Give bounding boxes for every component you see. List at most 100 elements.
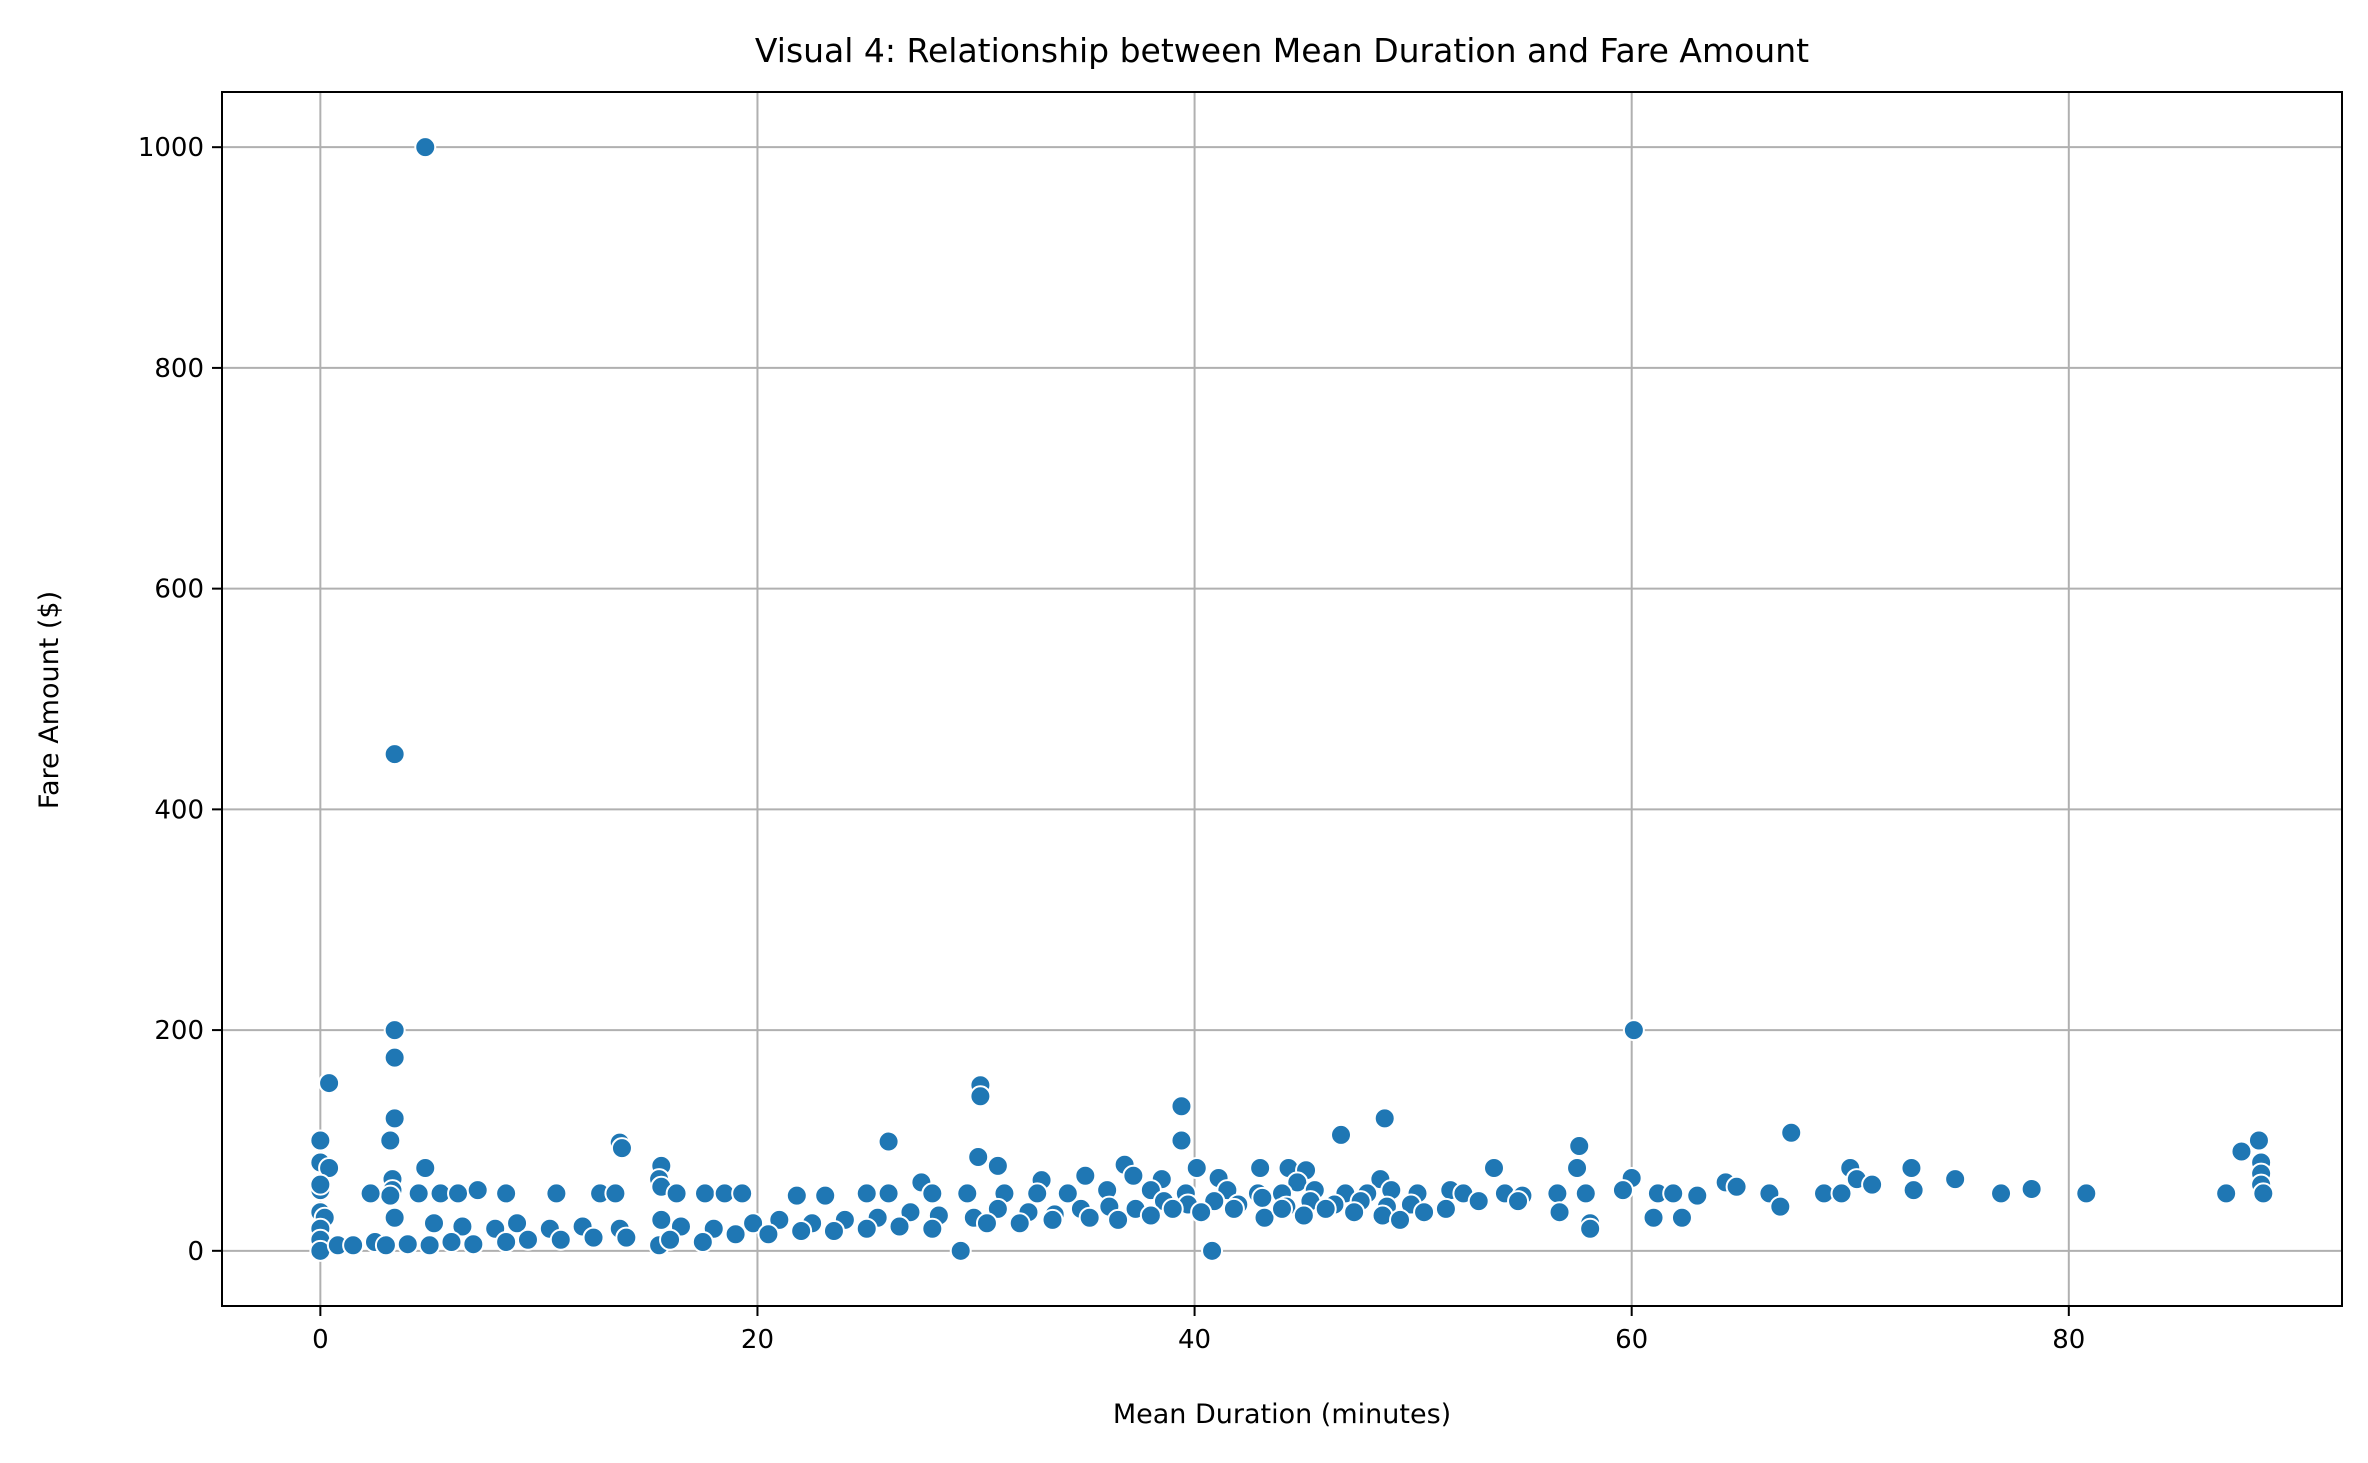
scatter-point [2247,1129,2270,1152]
scatter-point [1611,1179,1634,1202]
y-tick-label: 200 [154,1016,204,1046]
scatter-point [1670,1206,1693,1229]
scatter-point [1548,1201,1571,1224]
scatter-point [1622,1019,1645,1042]
scatter-point [549,1228,572,1251]
scatter-point [1900,1157,1923,1180]
y-axis-label: Fare Amount ($) [34,591,65,809]
scatter-point [615,1226,638,1249]
scatter-point [1467,1190,1490,1213]
scatter-point [383,743,406,766]
scatter-point [694,1182,717,1205]
scatter-point [2075,1182,2098,1205]
scatter-point [1566,1157,1589,1180]
scatter-point [2252,1182,2275,1205]
scatter-point [1056,1182,1079,1205]
scatter-point [691,1230,714,1253]
scatter-point [1944,1168,1967,1191]
x-axis-label: Mean Duration (minutes) [1113,1399,1451,1430]
scatter-point [1507,1190,1530,1213]
scatter-point [986,1197,1009,1220]
y-tick-label: 0 [187,1237,204,1267]
scatter-point [495,1182,518,1205]
scatter-point [855,1217,878,1240]
scatter-point [506,1212,529,1235]
y-tick-label: 400 [154,795,204,825]
scatter-point [309,1173,332,1196]
scatter-point [582,1226,605,1249]
scatter-point [1389,1208,1412,1231]
scatter-point [1201,1239,1224,1262]
scatter-point [665,1182,688,1205]
scatter-point [1990,1182,2013,1205]
x-tick-label: 60 [1615,1325,1648,1355]
scatter-point [610,1137,633,1160]
scatter-point [742,1212,765,1235]
scatter-point [967,1146,990,1169]
y-tick-label: 800 [154,354,204,384]
scatter-point [1314,1197,1337,1220]
scatter-point [899,1201,922,1224]
scatter-point [374,1234,397,1257]
scatter-point [1253,1206,1276,1229]
scatter-point [1642,1206,1665,1229]
scatter-point [1483,1157,1505,1180]
scatter-point [1251,1186,1274,1209]
scatter-point [650,1208,673,1231]
scatter-point [1568,1134,1591,1157]
scatter-point [495,1230,518,1253]
scatter-point [1008,1212,1031,1235]
scatter-point [462,1233,485,1256]
scatter-point [1170,1095,1193,1118]
scatter-point [1373,1107,1396,1130]
scatter-point [1170,1129,1193,1152]
scatter-point [423,1212,445,1235]
scatter-points [309,136,2275,1262]
scatter-point [975,1212,998,1235]
scatter-point [383,1107,406,1130]
scatter-point [359,1182,382,1205]
scatter-point [2215,1182,2238,1205]
scatter-point [768,1208,791,1231]
scatter-point [318,1072,341,1095]
scatter-point [1725,1175,1748,1198]
scatter-point [1579,1217,1602,1240]
scatter-point [877,1130,900,1153]
scatter-point [1041,1208,1064,1231]
scatter-point [1574,1182,1597,1205]
x-tick-label: 80 [2052,1325,2085,1355]
scatter-point [1139,1204,1162,1227]
x-tick-label: 0 [312,1325,329,1355]
scatter-point [956,1182,979,1205]
scatter-point [785,1184,808,1207]
scatter-point [440,1230,463,1253]
scatter-point [1413,1201,1436,1224]
scatter-point [379,1129,402,1152]
scatter-point [921,1217,944,1240]
y-tick-label: 600 [154,575,204,605]
scatter-point [1780,1121,1803,1144]
scatter-point [969,1085,992,1108]
scatter-point [1330,1123,1353,1146]
scatter-point [1078,1206,1101,1229]
scatter-point [814,1184,837,1207]
x-tick-label: 20 [741,1325,774,1355]
plot-frame [221,91,2343,1307]
scatter-point [383,1046,406,1069]
scatter-point [1861,1173,1884,1196]
scatter-point [659,1228,682,1251]
scatter-point [418,1234,441,1257]
scatter-point [877,1182,900,1205]
scatter-point [1343,1201,1366,1224]
scatter-point [1292,1204,1315,1227]
scatter-point [1026,1182,1049,1205]
scatter-point [1249,1157,1272,1180]
scatter-point [414,1157,437,1180]
scatter-point [396,1233,419,1256]
scatter-point [545,1182,568,1205]
scatter-point [757,1223,780,1246]
y-tick-label: 1000 [138,133,204,163]
